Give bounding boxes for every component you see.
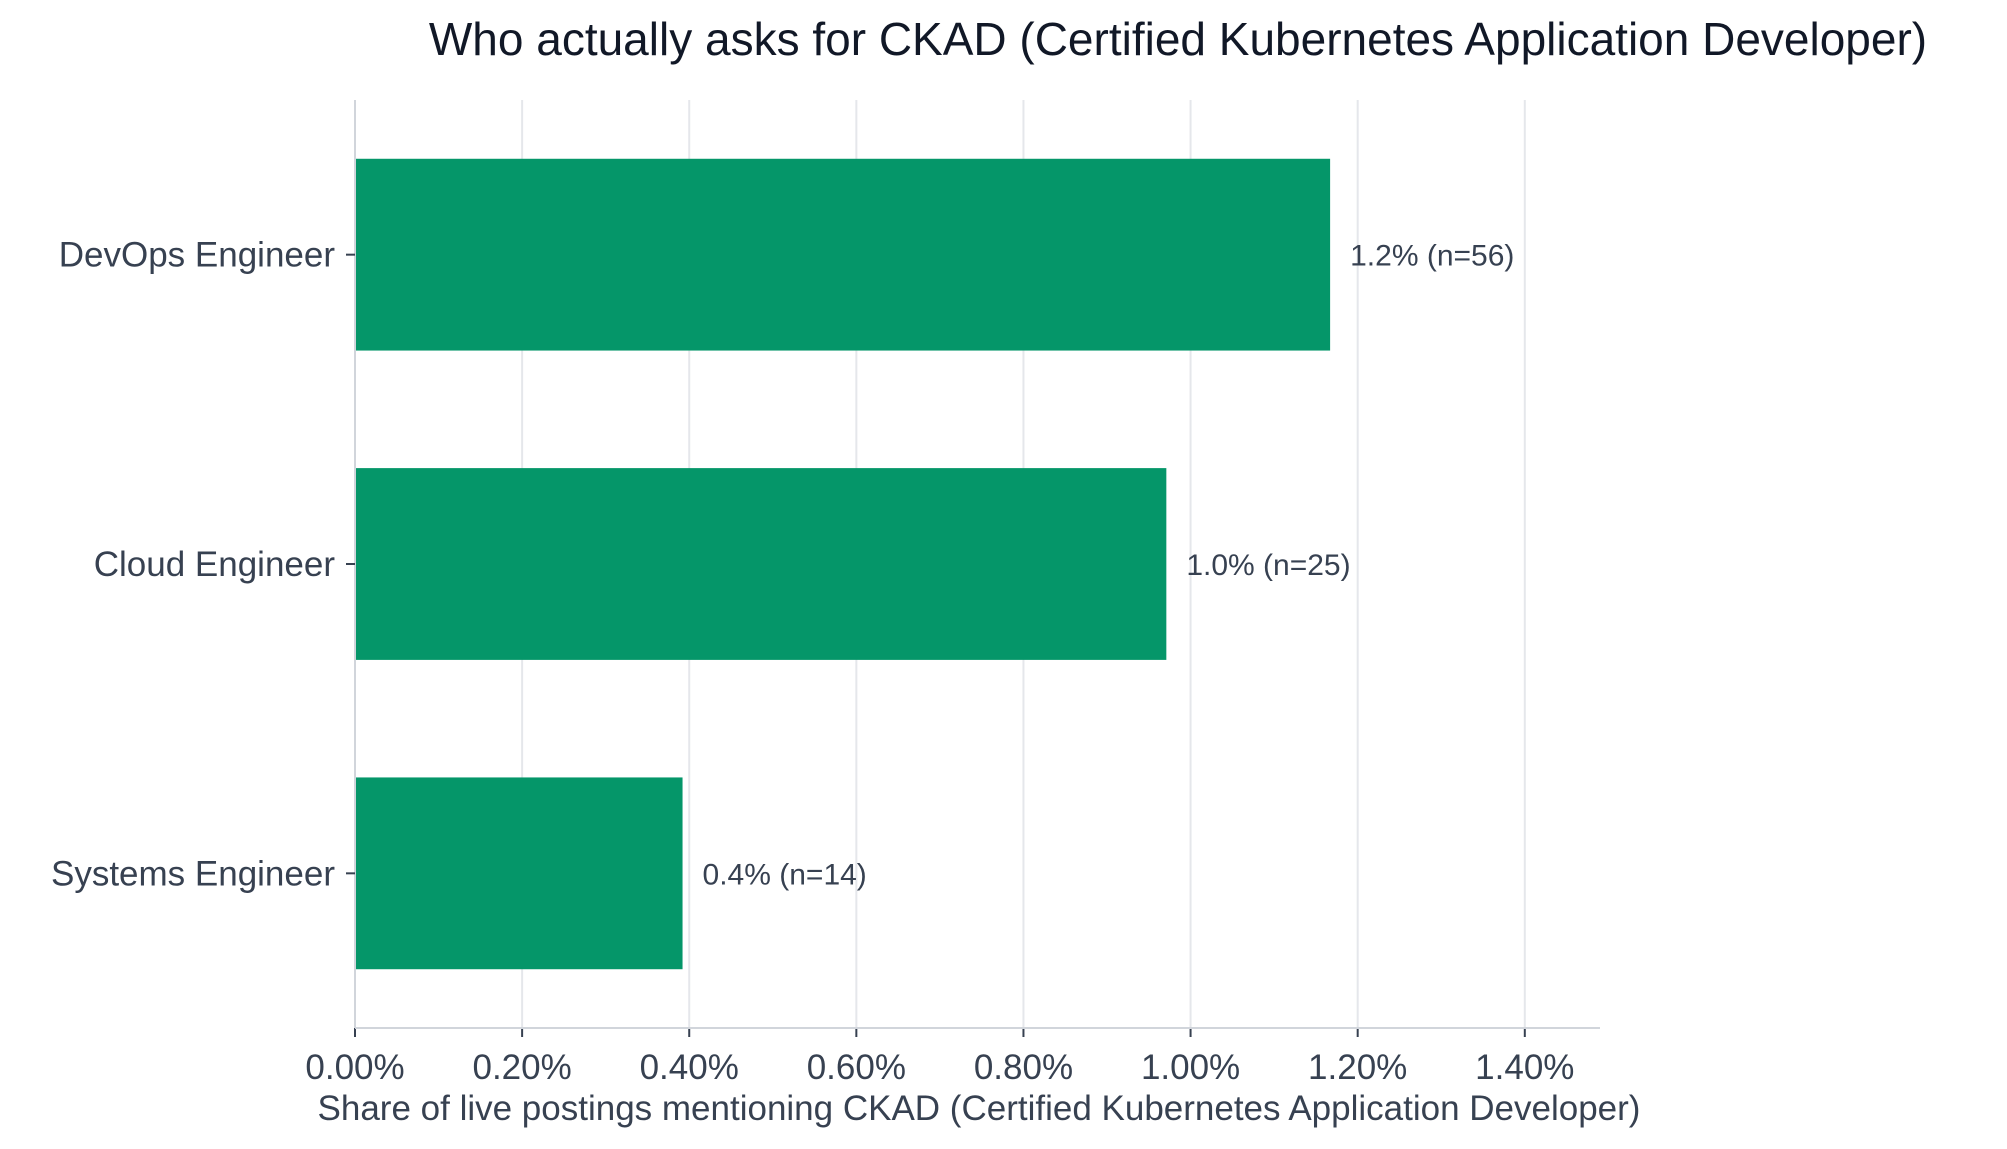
x-axis-label: Share of live postings mentioning CKAD (… xyxy=(318,1089,1641,1128)
category-label: Systems Engineer xyxy=(51,854,335,893)
bar-devops-engineer xyxy=(355,158,1331,351)
bar-cloud-engineer xyxy=(355,468,1167,660)
bars xyxy=(355,158,1331,970)
bar-systems-engineer xyxy=(355,777,683,970)
x-tick-label: 1.00% xyxy=(1141,1048,1240,1087)
x-axis: 0.00% 0.20% 0.40% 0.60% 0.80% 1.00% 1.20% 1.40% xyxy=(305,1027,1600,1087)
data-label: 1.0% (n=25) xyxy=(1186,549,1350,582)
category-label: Cloud Engineer xyxy=(94,545,336,584)
data-label: 1.2% (n=56) xyxy=(1350,240,1514,273)
data-label: 0.4% (n=14) xyxy=(703,858,867,891)
x-tick-label: 1.20% xyxy=(1308,1048,1407,1087)
x-tick-label: 0.40% xyxy=(640,1048,739,1087)
x-tick-label: 0.00% xyxy=(305,1048,404,1087)
data-labels: 1.2% (n=56) 1.0% (n=25) 0.4% (n=14) xyxy=(703,240,1515,892)
x-tick-label: 0.80% xyxy=(974,1048,1073,1087)
x-tick-label: 0.60% xyxy=(807,1048,906,1087)
x-tick-label: 0.20% xyxy=(472,1048,571,1087)
category-label: DevOps Engineer xyxy=(59,236,336,275)
x-tick-label: 1.40% xyxy=(1475,1048,1574,1087)
chart-title: Who actually asks for CKAD (Certified Ku… xyxy=(429,13,1927,65)
y-axis: DevOps Engineer Cloud Engineer Systems Eng… xyxy=(51,100,356,1028)
